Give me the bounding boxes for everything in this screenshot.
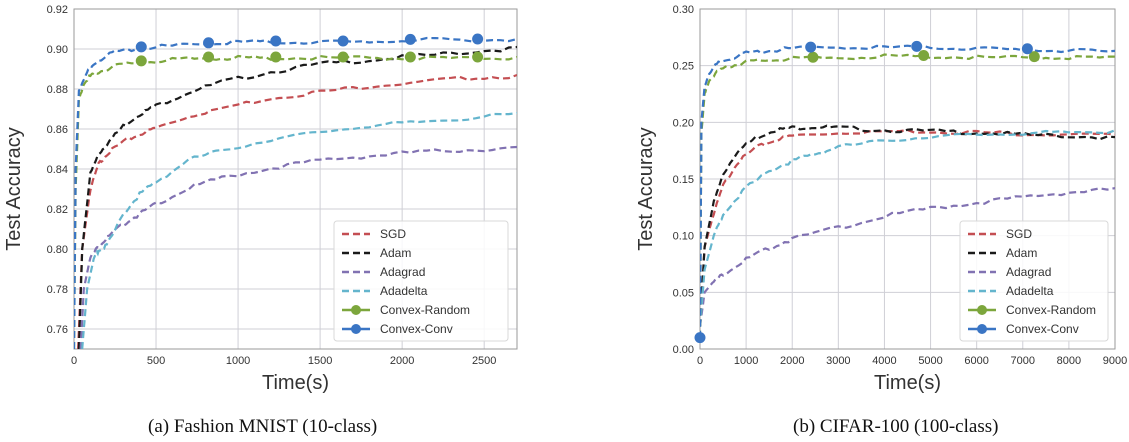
legend-label-convex-random: Convex-Random xyxy=(1006,303,1096,317)
marker-convex-conv xyxy=(337,35,349,47)
marker-convex-conv xyxy=(911,40,923,52)
x-tick-label: 9000 xyxy=(1103,355,1127,367)
x-tick-label: 3000 xyxy=(826,355,850,367)
x-tick-label: 5000 xyxy=(918,355,942,367)
marker-convex-conv xyxy=(203,37,215,49)
x-tick-label: 8000 xyxy=(1057,355,1081,367)
y-tick-label: 0.05 xyxy=(673,287,694,299)
y-tick-label: 0.20 xyxy=(673,117,694,129)
series-line-adadelta xyxy=(700,129,1115,327)
legend-label-adadelta: Adadelta xyxy=(380,284,428,298)
x-tick-label: 1000 xyxy=(734,355,758,367)
legend-label-convex-random: Convex-Random xyxy=(380,303,470,317)
x-tick-label: 7000 xyxy=(1011,355,1035,367)
marker-convex-random xyxy=(404,51,416,63)
x-axis-label: Time(s) xyxy=(262,372,329,394)
caption-a: (a) Fashion MNIST (10-class) xyxy=(148,416,378,437)
y-tick-label: 0.78 xyxy=(47,284,68,296)
x-tick-label: 6000 xyxy=(964,355,988,367)
series-group xyxy=(700,44,1115,338)
series-line-sgd xyxy=(77,73,517,349)
marker-convex-random xyxy=(135,55,147,67)
chart-a: 0.76 0.78 0.80 0.82 0.84 0.86 0.88 0.90 0.92 0 500… xyxy=(3,4,518,394)
x-tick-label: 2500 xyxy=(472,355,496,367)
y-axis-label: Test Accuracy xyxy=(635,127,657,250)
series-group xyxy=(74,36,517,349)
legend-label-adagrad: Adagrad xyxy=(380,265,425,279)
marker-convex-random xyxy=(918,49,930,61)
series-line-convex-conv xyxy=(74,36,517,349)
legend-marker-convex-conv xyxy=(977,324,987,334)
marker-convex-random xyxy=(203,51,215,63)
marker-convex-conv xyxy=(805,41,817,53)
legend: SGD Adam Adagrad Adadelta Convex-Random Conve… xyxy=(333,220,509,342)
y-tick-label: 0.90 xyxy=(47,44,68,56)
legend-label-adam: Adam xyxy=(380,246,411,260)
legend-marker-convex-random xyxy=(351,305,361,315)
marker-convex-conv xyxy=(404,33,416,45)
y-axis-label: Test Accuracy xyxy=(3,127,25,250)
marker-convex-conv xyxy=(270,35,282,47)
marker-convex-conv xyxy=(135,41,147,53)
legend-marker-convex-conv xyxy=(351,324,361,334)
x-tick-label: 2000 xyxy=(780,355,804,367)
legend-label-convex-conv: Convex-Conv xyxy=(380,322,453,336)
marker-convex-random xyxy=(807,51,819,63)
series-line-convex-random xyxy=(74,54,517,349)
marker-convex-random xyxy=(1028,51,1040,63)
x-tick-label: 500 xyxy=(147,355,165,367)
legend: SGD Adam Adagrad Adadelta Convex-Random Conve… xyxy=(959,220,1109,342)
y-tick-label: 0.86 xyxy=(47,124,68,136)
legend-label-adadelta: Adadelta xyxy=(1006,284,1054,298)
marker-convex-conv xyxy=(694,332,706,344)
legend-label-convex-conv: Convex-Conv xyxy=(1006,322,1079,336)
series-line-convex-conv xyxy=(700,44,1115,338)
marker-convex-random xyxy=(472,51,484,63)
chart-b: 0.00 0.05 0.10 0.15 0.20 0.25 0.30 0 1000 2000 300… xyxy=(635,4,1127,394)
legend-label-sgd: SGD xyxy=(1006,227,1032,241)
x-tick-label: 1000 xyxy=(226,355,250,367)
series-line-adam xyxy=(700,124,1115,327)
series-line-adagrad xyxy=(700,187,1115,327)
x-tick-label: 0 xyxy=(71,355,77,367)
y-tick-label: 0.82 xyxy=(47,204,68,216)
y-tick-label: 0.00 xyxy=(673,344,694,356)
legend-box xyxy=(333,220,509,342)
x-tick-label: 2000 xyxy=(390,355,414,367)
y-tick-label: 0.76 xyxy=(47,324,68,336)
x-tick-label: 4000 xyxy=(872,355,896,367)
legend-label-adagrad: Adagrad xyxy=(1006,265,1051,279)
marker-convex-conv xyxy=(1021,43,1033,55)
marker-convex-random xyxy=(337,51,349,63)
x-tick-label: 1500 xyxy=(308,355,332,367)
y-tick-label: 0.30 xyxy=(673,4,694,16)
series-line-convex-random xyxy=(700,53,1115,338)
y-tick-label: 0.92 xyxy=(47,4,68,16)
marker-convex-random xyxy=(270,51,282,63)
caption-b: (b) CIFAR-100 (100-class) xyxy=(793,416,999,437)
plot-frame xyxy=(73,8,518,350)
y-tick-label: 0.15 xyxy=(673,174,694,186)
y-tick-label: 0.88 xyxy=(47,84,68,96)
y-tick-label: 0.84 xyxy=(47,164,68,176)
y-tick-label: 0.80 xyxy=(47,244,68,256)
y-tick-label: 0.25 xyxy=(673,61,694,73)
legend-marker-convex-random xyxy=(977,305,987,315)
legend-box xyxy=(959,220,1109,342)
x-tick-label: 0 xyxy=(697,355,703,367)
y-tick-label: 0.10 xyxy=(673,231,694,243)
legend-label-adam: Adam xyxy=(1006,246,1037,260)
legend-label-sgd: SGD xyxy=(380,227,406,241)
marker-convex-conv xyxy=(472,33,484,45)
x-axis-label: Time(s) xyxy=(874,372,941,394)
series-line-adagrad xyxy=(79,145,517,349)
